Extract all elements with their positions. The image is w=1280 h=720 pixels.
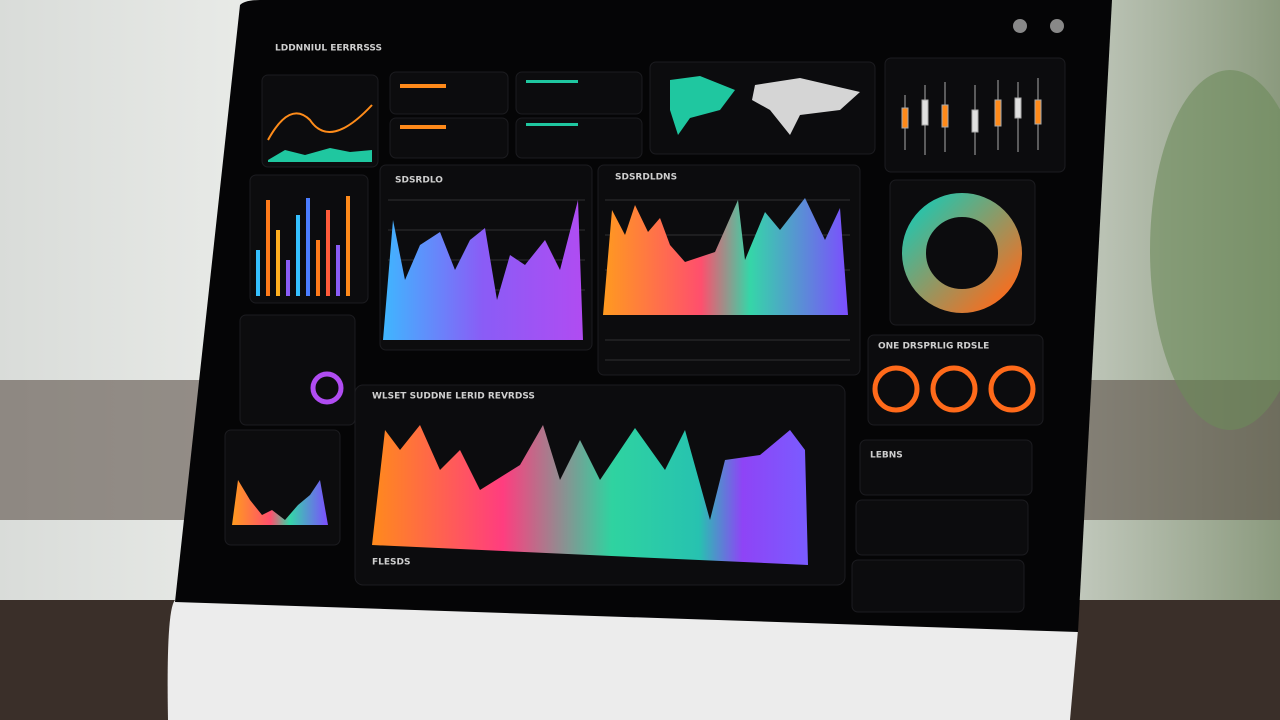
map-region bbox=[670, 76, 735, 135]
kpi-card bbox=[515, 71, 643, 115]
kpi-card bbox=[389, 117, 509, 159]
donut bbox=[902, 193, 1022, 313]
panel bbox=[239, 314, 356, 426]
panel-title: SDSRDLO bbox=[395, 176, 443, 186]
small-donut bbox=[310, 371, 344, 405]
kpi-bar bbox=[526, 123, 578, 126]
small-donut bbox=[872, 365, 920, 413]
small-donut bbox=[988, 365, 1036, 413]
panel bbox=[261, 74, 379, 168]
monitor-chin bbox=[167, 600, 1079, 720]
list-panels bbox=[851, 439, 1033, 613]
kpi-bar bbox=[526, 80, 578, 83]
area bbox=[232, 480, 328, 525]
area bbox=[372, 425, 808, 565]
icon[interactable] bbox=[1050, 19, 1064, 33]
line bbox=[267, 104, 373, 141]
panel-title: WLSET SUDDNE LERID REVRDSS bbox=[372, 392, 535, 402]
header-title: LDDNNIUL EERRRSSS bbox=[275, 44, 382, 54]
small-donut bbox=[930, 365, 978, 413]
kpi-bar bbox=[400, 125, 446, 129]
kpi-card bbox=[389, 71, 509, 115]
plant bbox=[1150, 70, 1280, 430]
area bbox=[383, 200, 583, 340]
panel-title: SDSRDLDNS bbox=[615, 173, 677, 183]
panel-footer: FLESDS bbox=[372, 558, 410, 568]
map-region bbox=[752, 78, 860, 135]
kpi-bar bbox=[400, 84, 446, 88]
panel-title: ONE DRSPRLIG RDSLE bbox=[878, 342, 989, 352]
area bbox=[268, 148, 372, 162]
list-label: LEBNS bbox=[870, 451, 903, 461]
icon[interactable] bbox=[1013, 19, 1027, 33]
bars bbox=[256, 196, 350, 296]
kpi-card bbox=[515, 117, 643, 159]
area bbox=[603, 198, 848, 315]
candles bbox=[901, 78, 1042, 155]
